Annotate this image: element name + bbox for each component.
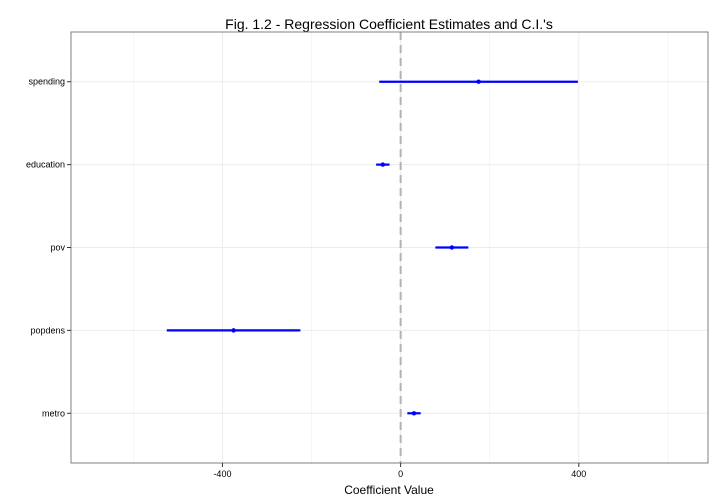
x-axis: -400 0 400 bbox=[213, 463, 586, 479]
estimate-point-education bbox=[380, 162, 386, 167]
estimate-point-popdens bbox=[231, 328, 236, 333]
x-tick-label: 400 bbox=[571, 469, 586, 479]
y-tick-label-metro: metro bbox=[42, 408, 65, 418]
estimate-point-spending bbox=[476, 79, 481, 84]
x-tick-label: 0 bbox=[398, 469, 403, 479]
y-axis: spending education pov popdens metro bbox=[26, 77, 71, 418]
interval-marks bbox=[166, 79, 578, 416]
estimate-point-metro bbox=[411, 411, 417, 416]
y-tick-label-pov: pov bbox=[50, 243, 65, 253]
grid-lines bbox=[71, 32, 708, 463]
x-axis-label: Coefficient Value bbox=[344, 483, 434, 497]
estimate-point-pov bbox=[449, 245, 455, 250]
chart-title: Fig. 1.2 - Regression Coefficient Estima… bbox=[225, 16, 553, 32]
x-tick-label: -400 bbox=[213, 469, 231, 479]
y-tick-label-spending: spending bbox=[28, 77, 65, 87]
y-tick-label-education: education bbox=[26, 160, 65, 170]
y-tick-label-popdens: popdens bbox=[30, 325, 65, 335]
